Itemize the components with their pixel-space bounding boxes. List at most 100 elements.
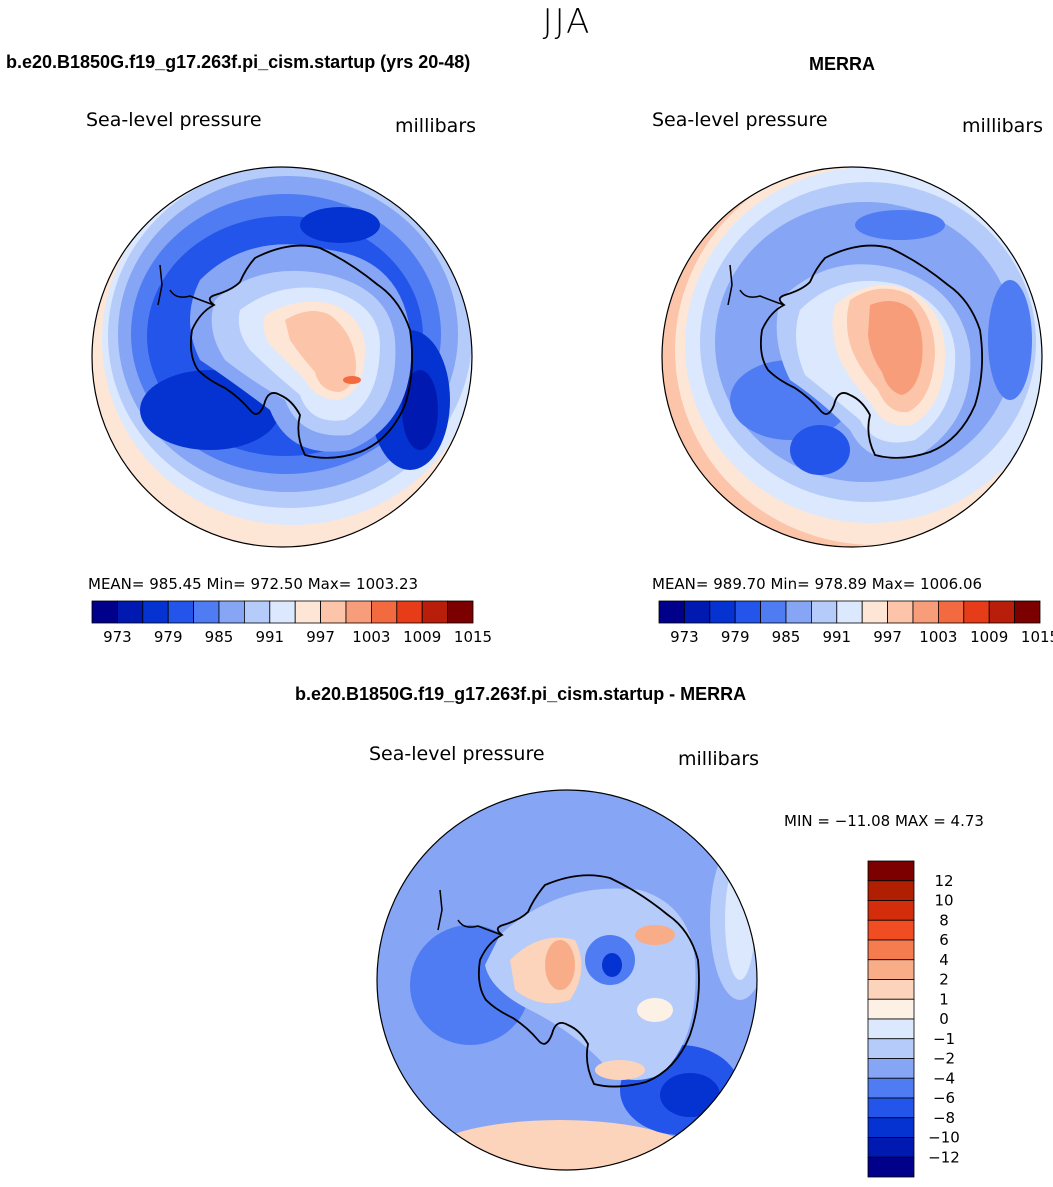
merra-cbar-swatch-13 (988, 600, 1016, 624)
merra-cbar-swatch-7 (836, 600, 863, 624)
model-map-frame (91, 166, 473, 548)
diff-cbar-tick-label: −1 (933, 1030, 955, 1048)
model-coastline (157, 244, 414, 459)
merra-field-label: Sea-level pressure (652, 109, 828, 131)
model-cbar-swatch-2 (142, 600, 169, 624)
model-cbar-tick-label: 1009 (403, 628, 441, 646)
model-cbar-tick-label: 979 (154, 628, 183, 646)
model-cbar-swatch-3 (167, 600, 194, 624)
merra-map-frame (661, 166, 1043, 548)
merra-stats: MEAN= 989.70 Min= 978.89 Max= 1006.06 (652, 575, 983, 593)
model-field-label: Sea-level pressure (86, 109, 262, 131)
merra-cbar-tick-label: 1009 (970, 628, 1008, 646)
diff-cbar-tick-label: 1 (939, 990, 949, 1008)
diff-cbar-swatch-12 (867, 1097, 915, 1119)
model-cbar-swatch-12 (396, 600, 423, 624)
model-panel-title: b.e20.B1850G.f19_g17.263f.pi_cism.startu… (6, 52, 471, 72)
model-cbar-swatch-4 (193, 600, 220, 624)
model-cbar-tick-label: 991 (255, 628, 284, 646)
model-colorbar: 973 979 985 991 997 1003 1009 1015 (91, 600, 492, 646)
model-cbar-tick-label: 985 (205, 628, 234, 646)
merra-units-label: millibars (962, 115, 1044, 137)
model-slp-map (92, 167, 472, 547)
model-cbar-swatch-6 (243, 600, 271, 624)
model-cbar-swatch-9 (320, 600, 347, 624)
diff-units-label: millibars (678, 748, 760, 770)
diff-cbar-tick-label: 4 (939, 951, 949, 969)
merra-cbar-swatch-6 (811, 600, 838, 624)
diff-coastline (437, 874, 700, 1088)
model-cbar-swatch-5 (218, 600, 245, 624)
model-cbar-swatch-10 (345, 600, 372, 624)
diff-cbar-swatch-8 (867, 1018, 915, 1040)
diff-cbar-tick-label: −12 (928, 1148, 960, 1166)
merra-cbar-tick-label: 973 (670, 628, 699, 646)
model-cbar-tick-label: 1003 (352, 628, 390, 646)
merra-cbar-tick-label: 1003 (919, 628, 957, 646)
diff-cbar-tick-label: −2 (933, 1050, 955, 1068)
diff-cbar-swatch-7 (867, 998, 915, 1020)
diff-cbar-swatch-15 (867, 1156, 915, 1178)
merra-cbar-swatch-8 (861, 600, 889, 624)
merra-cbar-swatch-14 (1014, 600, 1041, 624)
merra-cbar-tick-label: 985 (772, 628, 801, 646)
merra-slp-map (662, 167, 1042, 547)
diff-cbar-swatch-14 (867, 1137, 915, 1158)
model-cbar-tick-label: 997 (306, 628, 335, 646)
merra-panel-title: MERRA (809, 54, 875, 74)
diff-cbar-swatch-13 (867, 1117, 915, 1138)
model-cbar-swatch-14 (447, 600, 474, 624)
merra-cbar-swatch-3 (734, 600, 762, 624)
diff-cbar-tick-label: 0 (939, 1010, 949, 1028)
diff-cbar-tick-label: 12 (934, 872, 953, 890)
merra-colorbar: 973 979 985 991 997 1003 1009 1015 (658, 600, 1053, 646)
season-title: JJA (542, 2, 592, 42)
model-cbar-tick-label: 1015 (454, 628, 492, 646)
merra-cbar-swatch-2 (709, 600, 736, 624)
merra-cbar-tick-label: 979 (721, 628, 750, 646)
model-cbar-swatch-1 (117, 600, 144, 624)
diff-cbar-tick-label: −8 (933, 1109, 955, 1127)
merra-cbar-tick-label: 991 (822, 628, 851, 646)
diff-cbar-tick-label: 8 (939, 911, 949, 929)
diff-cbar-tick-label: −4 (933, 1069, 955, 1087)
merra-cbar-swatch-1 (684, 600, 711, 624)
merra-cbar-swatch-4 (760, 600, 787, 624)
diff-cbar-swatch-5 (867, 959, 915, 980)
diff-stats: MIN = −11.08 MAX = 4.73 (784, 812, 984, 830)
diff-map-frame (376, 789, 758, 1171)
diff-cbar-tick-label: 2 (939, 971, 949, 989)
diff-cbar-swatch-11 (867, 1077, 915, 1099)
model-cbar-swatch-11 (370, 600, 398, 624)
diff-cbar-tick-label: −6 (933, 1089, 955, 1107)
diff-panel-title: b.e20.B1850G.f19_g17.263f.pi_cism.startu… (295, 684, 747, 704)
model-cbar-tick-label: 973 (103, 628, 132, 646)
diff-cbar-tick-label: 10 (934, 892, 953, 910)
diff-cbar-swatch-0 (867, 860, 915, 882)
merra-cbar-swatch-12 (963, 600, 990, 624)
model-cbar-swatch-7 (269, 600, 296, 624)
diff-slp-map (377, 790, 757, 1170)
merra-cbar-swatch-9 (887, 600, 914, 624)
diff-cbar-swatch-2 (867, 900, 915, 921)
diff-cbar-swatch-4 (867, 939, 915, 961)
model-cbar-swatch-13 (421, 600, 449, 624)
diff-cbar-tick-label: 6 (939, 931, 949, 949)
merra-cbar-swatch-5 (785, 600, 812, 624)
merra-cbar-swatch-0 (658, 600, 685, 624)
model-units-label: millibars (395, 115, 477, 137)
model-cbar-swatch-0 (91, 600, 118, 624)
model-stats: MEAN= 985.45 Min= 972.50 Max= 1003.23 (88, 575, 419, 593)
diff-cbar-swatch-9 (867, 1038, 915, 1059)
merra-cbar-swatch-11 (938, 600, 965, 624)
model-cbar-swatch-8 (294, 600, 322, 624)
diff-field-label: Sea-level pressure (369, 743, 545, 765)
diff-cbar-swatch-3 (867, 919, 915, 941)
merra-cbar-tick-label: 1015 (1021, 628, 1053, 646)
diff-cbar-tick-label: −10 (928, 1129, 960, 1147)
diff-cbar-swatch-1 (867, 880, 915, 901)
diff-cbar-swatch-10 (867, 1058, 915, 1079)
merra-coastline (727, 244, 984, 459)
